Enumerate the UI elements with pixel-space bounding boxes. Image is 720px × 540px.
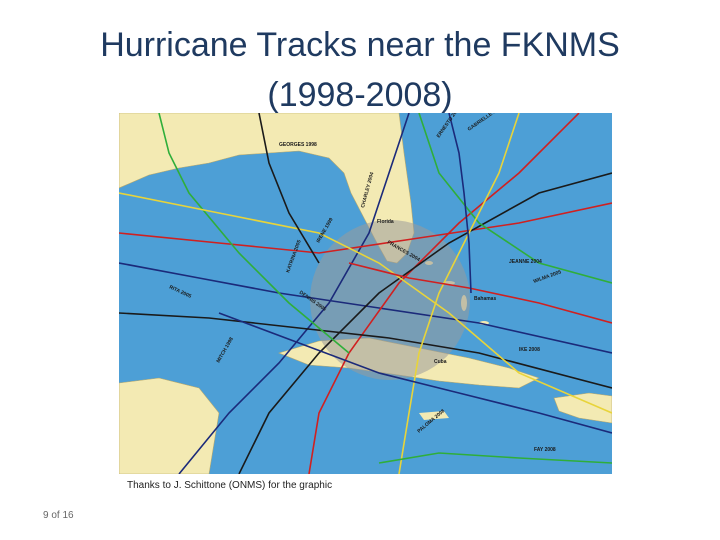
map-label: FAY 2008 [534, 447, 556, 453]
jamaica [419, 411, 449, 420]
title-line: (1998-2008) [267, 76, 453, 114]
map-label: IKE 2008 [519, 347, 540, 353]
slide-title: Hurricane Tracks near the FKNMS (1998-20… [60, 20, 660, 120]
page-number: 9 of 16 [43, 510, 74, 521]
tracks [119, 113, 612, 474]
map-label: Cuba [434, 359, 447, 365]
hurricane-map: GEORGES 1998GABRIELLE 2001ERNESTO 2006CH… [119, 113, 612, 474]
yucatan [119, 377, 220, 474]
hispaniola [553, 392, 612, 424]
map-label: Bahamas [474, 296, 496, 302]
map-label: Florida [377, 219, 394, 225]
map-label: JEANNE 2004 [509, 259, 542, 265]
fknms-radius [310, 220, 470, 380]
title-line: Hurricane Tracks near the FKNMS [100, 26, 620, 64]
caption: Thanks to J. Schittone (ONMS) for the gr… [127, 480, 333, 491]
map-label: GEORGES 1998 [279, 142, 317, 148]
us-land [119, 113, 415, 264]
